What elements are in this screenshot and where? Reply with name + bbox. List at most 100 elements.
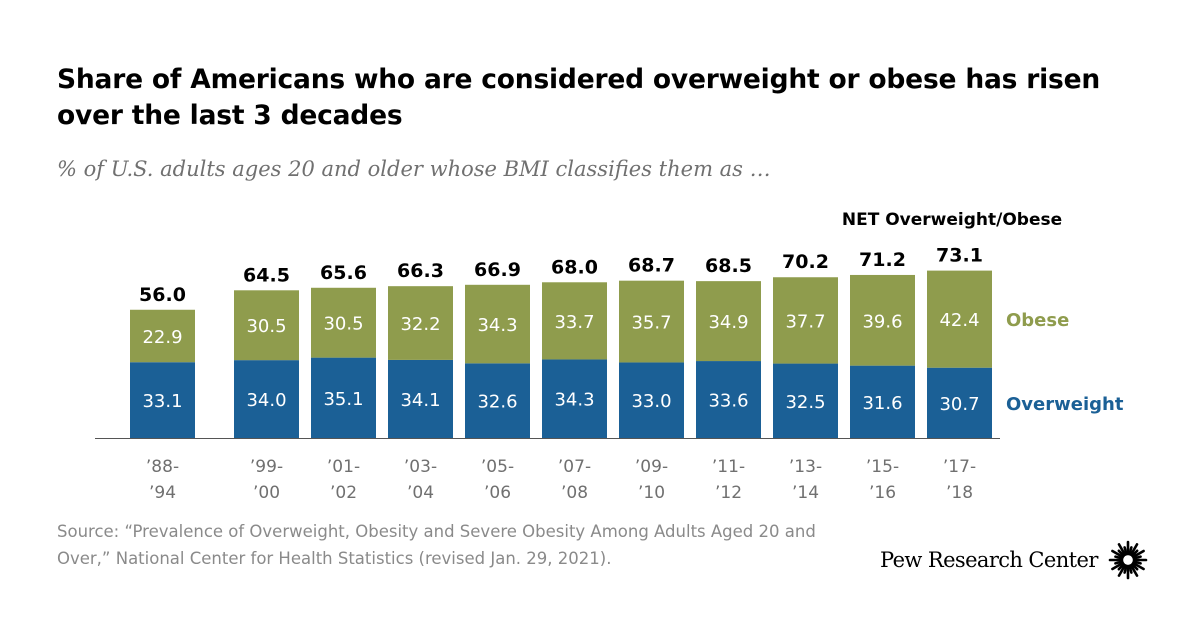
data-label-overweight: 33.6 — [708, 391, 748, 412]
sunburst-ray — [1131, 549, 1145, 559]
bar-obese — [927, 270, 992, 368]
x-tick-label: ’05- — [481, 457, 514, 477]
sunburst-ray — [1113, 555, 1124, 560]
bar-obese — [465, 284, 530, 364]
bar-obese — [388, 286, 453, 360]
data-label-obese: 33.7 — [554, 312, 594, 333]
bar-obese — [234, 290, 299, 361]
bar-overweight — [927, 367, 992, 438]
sunburst-ray — [1123, 564, 1128, 574]
bar-overweight — [465, 363, 530, 438]
bar-overweight — [388, 359, 453, 438]
bar-overweight — [311, 357, 376, 438]
bar-obese — [773, 277, 838, 364]
data-label-obese: 34.9 — [708, 312, 748, 333]
x-tick-label: ’01- — [327, 457, 360, 477]
x-tick-label: ’14 — [792, 483, 819, 503]
data-label-overweight: 34.3 — [554, 390, 594, 411]
x-tick-label: ’02 — [330, 483, 357, 503]
brand-name: Pew Research Center — [880, 548, 1098, 572]
sunburst-ray — [1128, 546, 1133, 556]
sunburst-logo-icon — [1108, 540, 1148, 580]
data-label-total: 66.9 — [474, 259, 521, 281]
x-tick-label: ’10 — [638, 483, 665, 503]
bar-overweight — [130, 362, 195, 438]
bar-overweight — [234, 360, 299, 438]
data-label-total: 65.6 — [320, 262, 367, 284]
data-label-obese: 30.5 — [246, 316, 286, 337]
bar-obese — [696, 281, 761, 362]
data-label-overweight: 33.0 — [631, 391, 671, 412]
x-tick-label: ’99- — [250, 457, 283, 477]
data-label-overweight: 30.7 — [939, 394, 979, 415]
data-label-overweight: 34.0 — [246, 390, 286, 411]
sunburst-ray — [1132, 560, 1142, 565]
x-tick-label: ’12 — [715, 483, 742, 503]
data-label-total: 73.1 — [936, 245, 983, 267]
sunburst-ray — [1130, 562, 1139, 571]
data-label-overweight: 32.6 — [477, 392, 517, 413]
data-label-obese: 34.3 — [477, 315, 517, 336]
sunburst-ray — [1110, 549, 1124, 559]
bar-obese — [311, 287, 376, 358]
data-label-obese: 42.4 — [939, 310, 979, 331]
x-tick-label: ’00 — [253, 483, 280, 503]
sunburst-ray — [1129, 563, 1139, 577]
sunburst-ray — [1117, 562, 1125, 571]
x-tick-label: ’15- — [866, 457, 899, 477]
x-tick-label: ’88- — [146, 457, 179, 477]
bar-overweight — [696, 361, 761, 438]
data-label-overweight: 34.1 — [400, 390, 440, 411]
pew-logo: Pew Research Center — [880, 540, 1148, 580]
bar-obese — [619, 280, 684, 363]
sunburst-ray — [1117, 563, 1127, 577]
x-tick-label: ’94 — [149, 483, 176, 503]
data-label-total: 64.5 — [243, 264, 290, 286]
x-tick-label: ’16 — [869, 483, 896, 503]
sunburst-ray — [1113, 560, 1124, 565]
data-label-total: 70.2 — [782, 251, 829, 273]
data-label-overweight: 31.6 — [862, 393, 902, 414]
data-label-overweight: 32.5 — [785, 392, 825, 413]
sunburst-ray — [1132, 555, 1142, 560]
bar-obese — [542, 282, 607, 360]
data-label-obese: 32.2 — [400, 314, 440, 335]
data-label-overweight: 35.1 — [323, 389, 363, 410]
x-tick-label: ’18 — [946, 483, 973, 503]
data-label-obese: 37.7 — [785, 311, 825, 332]
legend-label-overweight: Overweight — [1006, 394, 1124, 415]
bar-overweight — [773, 363, 838, 438]
net-total-label: NET Overweight/Obese — [842, 210, 1062, 230]
x-tick-label: ’04 — [407, 483, 434, 503]
stacked-bar-chart: 33.1 22.9 56.0 ’88- ’94 34.0 30.5 64.5 ’99- ’00 35… — [95, 210, 1124, 503]
x-tick-label: ’03- — [404, 457, 437, 477]
data-label-obese: 39.6 — [862, 311, 902, 332]
chart-subtitle: % of U.S. adults ages 20 and older whose… — [57, 157, 771, 181]
data-label-total: 71.2 — [859, 249, 906, 271]
x-tick-label: ’06 — [484, 483, 511, 503]
sunburst-ray — [1128, 564, 1133, 574]
bar-obese — [850, 274, 915, 366]
data-label-total: 56.0 — [139, 284, 186, 306]
legend-label-obese: Obese — [1006, 310, 1069, 331]
data-label-total: 68.7 — [628, 255, 675, 277]
sunburst-ray — [1117, 549, 1125, 558]
data-label-overweight: 33.1 — [142, 391, 182, 412]
x-tick-label: ’11- — [712, 457, 745, 477]
data-label-total: 68.5 — [705, 255, 752, 277]
bar-obese — [130, 309, 195, 363]
chart-title: Share of Americans who are considered ov… — [57, 64, 1101, 131]
sunburst-ray — [1129, 543, 1139, 557]
data-label-obese: 22.9 — [142, 327, 182, 348]
x-tick-label: ’13- — [789, 457, 822, 477]
data-label-total: 68.0 — [551, 256, 598, 278]
bar-overweight — [619, 362, 684, 438]
data-label-obese: 30.5 — [323, 314, 363, 335]
x-tick-label: ’08 — [561, 483, 588, 503]
sunburst-ray — [1131, 561, 1145, 571]
sunburst-ray — [1117, 543, 1127, 557]
sunburst-ray — [1110, 561, 1124, 571]
bar-overweight — [542, 359, 607, 438]
data-label-total: 66.3 — [397, 260, 444, 282]
bar-overweight — [850, 365, 915, 438]
